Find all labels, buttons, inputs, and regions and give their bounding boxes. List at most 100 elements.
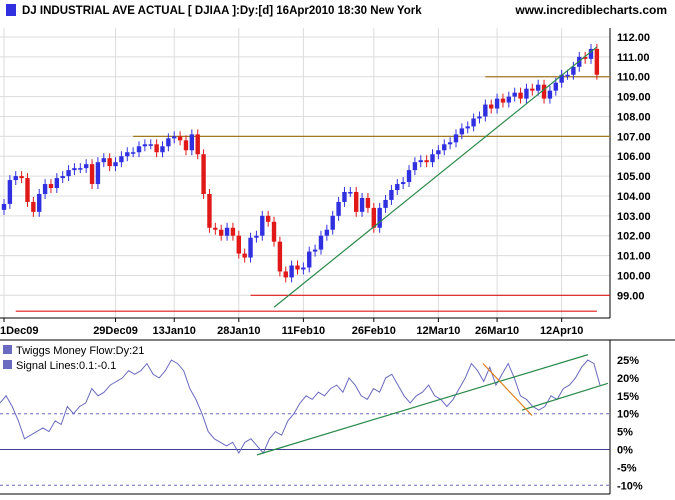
candle-body <box>301 267 306 270</box>
candle-body <box>54 178 60 189</box>
candle-body <box>37 193 42 212</box>
candle-body <box>459 128 465 135</box>
tmf-tick-label: 10% <box>617 409 639 421</box>
candle-body <box>453 134 459 143</box>
price-tick-label: 107.00 <box>617 131 651 143</box>
candle-body <box>307 251 312 268</box>
price-tick-label: 110.00 <box>617 72 650 84</box>
candle-body <box>125 152 130 157</box>
candle-body <box>136 146 142 153</box>
candle-body <box>324 229 330 236</box>
candle-body <box>359 197 365 212</box>
tmf-legend: Twiggs Money Flow:Dy:21 <box>16 345 144 357</box>
candle-body <box>42 184 48 194</box>
date-tick-label: 11Feb10 <box>282 325 325 337</box>
candle-body <box>248 237 253 258</box>
candle-body <box>336 201 341 216</box>
candle-body <box>506 96 512 103</box>
candle-body <box>95 162 101 185</box>
candle-body <box>430 154 435 163</box>
candle-body <box>254 235 259 238</box>
price-tick-label: 106.00 <box>617 151 651 163</box>
candle-body <box>13 176 18 181</box>
candle-body <box>436 150 441 155</box>
candles <box>1 43 600 283</box>
candle-body <box>348 191 353 194</box>
tmf-indicator: 25% 20% 15% 10% 5% 0% -5% -10% <box>0 354 643 492</box>
candle-body <box>330 215 335 230</box>
candle-body <box>518 92 523 99</box>
candle-body <box>213 227 218 230</box>
candle-body <box>412 162 418 171</box>
candle-body <box>489 104 494 109</box>
candle-body <box>19 176 24 179</box>
candle-body <box>477 116 482 119</box>
candle-body <box>582 56 588 59</box>
candle-body <box>565 74 570 77</box>
date-axis-labels: 1Dec09 29Dec09 13Jan10 28Jan10 11Feb10 26Feb1… <box>0 318 583 337</box>
price-tick-label: 105.00 <box>617 171 651 183</box>
tmf-series-line <box>0 359 601 455</box>
price-trend-line <box>273 46 598 308</box>
price-tick-label: 103.00 <box>617 211 651 223</box>
tmf-trend-line-lower <box>521 382 609 411</box>
tmf-tick-label: -10% <box>617 480 643 492</box>
candle-body <box>230 227 236 236</box>
tmf-tick-label: 0% <box>617 445 633 457</box>
candle-body <box>25 178 30 202</box>
candle-body <box>172 136 177 139</box>
candle-body <box>588 48 594 59</box>
tmf-down-trend-line <box>482 363 533 416</box>
tmf-tick-label: 20% <box>617 373 639 385</box>
horizontal-levels <box>15 76 610 312</box>
candle-body <box>295 265 300 270</box>
candle-body <box>148 144 153 146</box>
candle-body <box>442 144 447 151</box>
candle-body <box>113 162 118 167</box>
price-tick-label: 112.00 <box>617 32 650 44</box>
candle-body <box>236 235 241 254</box>
candle-body <box>553 82 558 91</box>
price-tick-label: 104.00 <box>617 191 651 203</box>
candle-body <box>189 134 195 151</box>
chart-title: DJ INDUSTRIAL AVE ACTUAL [ DJIAA ]:Dy:[d… <box>22 5 422 17</box>
candle-body <box>559 74 564 83</box>
date-tick-label: 28Jan10 <box>217 325 260 337</box>
candle-body <box>78 168 83 170</box>
candle-body <box>395 184 400 190</box>
candle-body <box>119 156 124 163</box>
trend-lines <box>273 46 598 308</box>
candle-body <box>160 146 165 153</box>
candle-body <box>201 154 206 194</box>
date-tick-label: 13Jan10 <box>153 325 196 337</box>
price-tick-label: 111.00 <box>617 52 649 64</box>
date-tick-label: 12Mar10 <box>416 325 460 337</box>
candle-body <box>594 48 600 75</box>
candle-body <box>512 92 517 97</box>
candle-body <box>7 180 13 204</box>
price-tick-label: 100.00 <box>617 270 651 282</box>
candle-body <box>260 215 265 236</box>
candle-body <box>447 142 453 145</box>
candle-body <box>130 152 136 154</box>
price-tick-label: 102.00 <box>617 231 651 243</box>
price-tick-label: 101.00 <box>617 251 651 263</box>
tmf-legend-swatch <box>3 345 12 354</box>
date-tick-label: 26Mar10 <box>475 325 519 337</box>
candle-body <box>89 164 95 185</box>
date-tick-label: 12Apr10 <box>540 325 583 337</box>
candle-body <box>1 203 7 210</box>
candle-body <box>494 98 500 109</box>
candle-body <box>277 241 283 272</box>
tmf-tick-label: 15% <box>617 391 639 403</box>
price-tick-label: 109.00 <box>617 92 651 104</box>
candle-body <box>271 221 277 242</box>
candle-body <box>571 66 576 75</box>
candle-body <box>377 207 382 228</box>
candle-body <box>60 176 65 179</box>
site-watermark: www.incrediblecharts.com <box>514 3 667 17</box>
candle-body <box>365 197 371 208</box>
candle-body <box>66 170 71 177</box>
